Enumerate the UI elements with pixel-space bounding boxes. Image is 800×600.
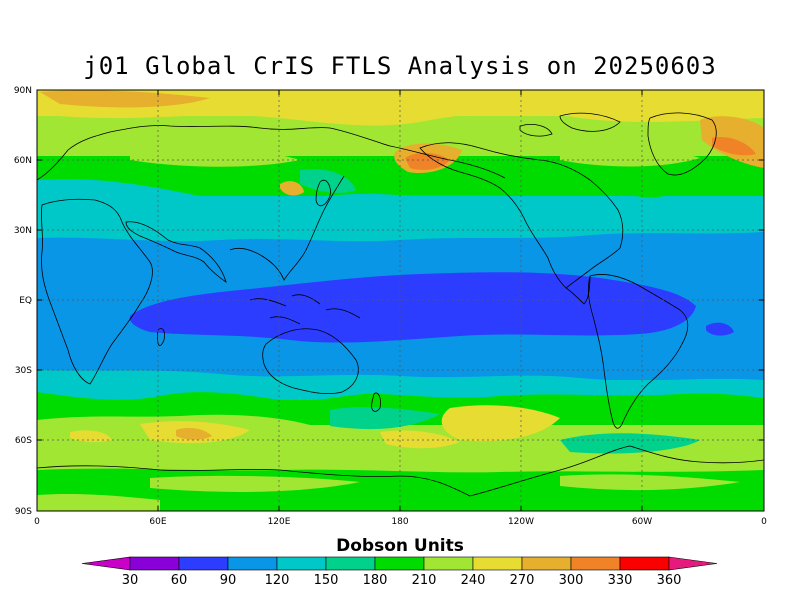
colorbar-tick-label: 30 — [122, 573, 139, 588]
colorbar-swatch — [178, 556, 229, 571]
colorbar-tick-label: 360 — [657, 573, 682, 588]
colorbar-tick-label: 240 — [461, 573, 486, 588]
lat-label-90s: 90S — [15, 507, 32, 517]
lon-label-0-west: 0 — [34, 517, 40, 527]
colorbar-tick-label: 150 — [314, 573, 339, 588]
colorbar-tick-label: 120 — [265, 573, 290, 588]
lon-label-180: 180 — [391, 517, 408, 527]
colorbar-swatch — [325, 556, 376, 571]
colorbar-tick-label: 60 — [171, 573, 188, 588]
colorbar-swatch — [276, 556, 327, 571]
tick-marks — [36, 89, 765, 512]
colorbar: 30 60 90 120 150 180 210 240 270 300 330 360 — [81, 556, 718, 588]
lat-label-90n: 90N — [14, 86, 32, 96]
colorbar-swatch — [374, 556, 425, 571]
lon-labels: 0 60E 120E 180 120W 60W 0 — [34, 517, 767, 527]
lat-label-30s: 30S — [15, 366, 32, 376]
coastlines — [37, 112, 764, 497]
lon-label-60w: 60W — [632, 517, 652, 527]
colorbar-swatch — [619, 556, 670, 571]
colorbar-swatch — [423, 556, 474, 571]
colorbar-arrow-low — [81, 556, 131, 571]
lat-label-eq: EQ — [19, 296, 32, 306]
gridlines — [37, 90, 764, 511]
colorbar-swatch — [472, 556, 523, 571]
map-title: j01 Global CrIS FTLS Analysis on 2025060… — [83, 52, 717, 80]
colorbar-swatch — [129, 556, 180, 571]
colorbar-swatch — [521, 556, 572, 571]
colorbar-tick-label: 330 — [608, 573, 633, 588]
lat-label-30n: 30N — [14, 226, 32, 236]
colorbar-arrow-high — [668, 556, 718, 571]
lon-label-120w: 120W — [508, 517, 534, 527]
lon-label-60e: 60E — [149, 517, 166, 527]
colorbar-tick-label: 300 — [559, 573, 584, 588]
colorbar-tick-label: 270 — [510, 573, 535, 588]
lat-labels: 90N 60N 30N EQ 30S 60S 90S — [14, 86, 32, 517]
colorbar-title: Dobson Units — [336, 536, 464, 556]
colorbar-swatch — [227, 556, 278, 571]
colorbar-tick-label: 210 — [412, 573, 437, 588]
colorbar-swatch — [570, 556, 621, 571]
colorbar-tick-label: 90 — [220, 573, 237, 588]
lon-label-0-east: 0 — [761, 517, 767, 527]
ozone-field — [37, 90, 764, 511]
lat-label-60s: 60S — [15, 436, 32, 446]
lat-label-60n: 60N — [14, 156, 32, 166]
lon-label-120e: 120E — [268, 517, 291, 527]
colorbar-tick-label: 180 — [363, 573, 388, 588]
